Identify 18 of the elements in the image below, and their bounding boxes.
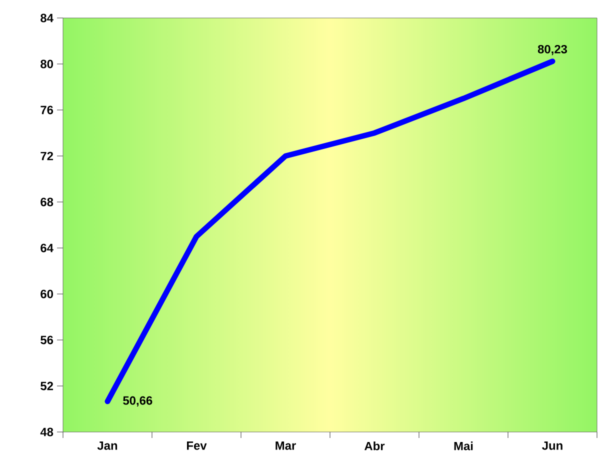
y-tick-label: 64: [40, 244, 54, 252]
y-tick-label: 72: [40, 152, 54, 160]
y-tick-label: 48: [40, 428, 54, 436]
x-tick-label: Abr: [364, 442, 385, 450]
y-tick-label: 56: [40, 336, 54, 344]
x-tick-label: Jan: [97, 442, 118, 450]
y-tick-label: 84: [40, 14, 54, 22]
x-tick-label: Mar: [276, 442, 296, 450]
x-tick-label: Mai: [454, 442, 473, 450]
x-tick-label: Jun: [542, 442, 562, 450]
data-label: 80,23: [538, 44, 568, 56]
y-tick-label: 76: [40, 106, 54, 114]
y-tick-label: 52: [40, 382, 54, 390]
data-label: 50,66: [123, 396, 152, 406]
y-tick-label: 68: [40, 198, 54, 206]
y-tick-label: 80: [40, 60, 53, 68]
x-tick-label: Fev: [187, 442, 207, 450]
y-tick-label: 60: [40, 290, 53, 298]
